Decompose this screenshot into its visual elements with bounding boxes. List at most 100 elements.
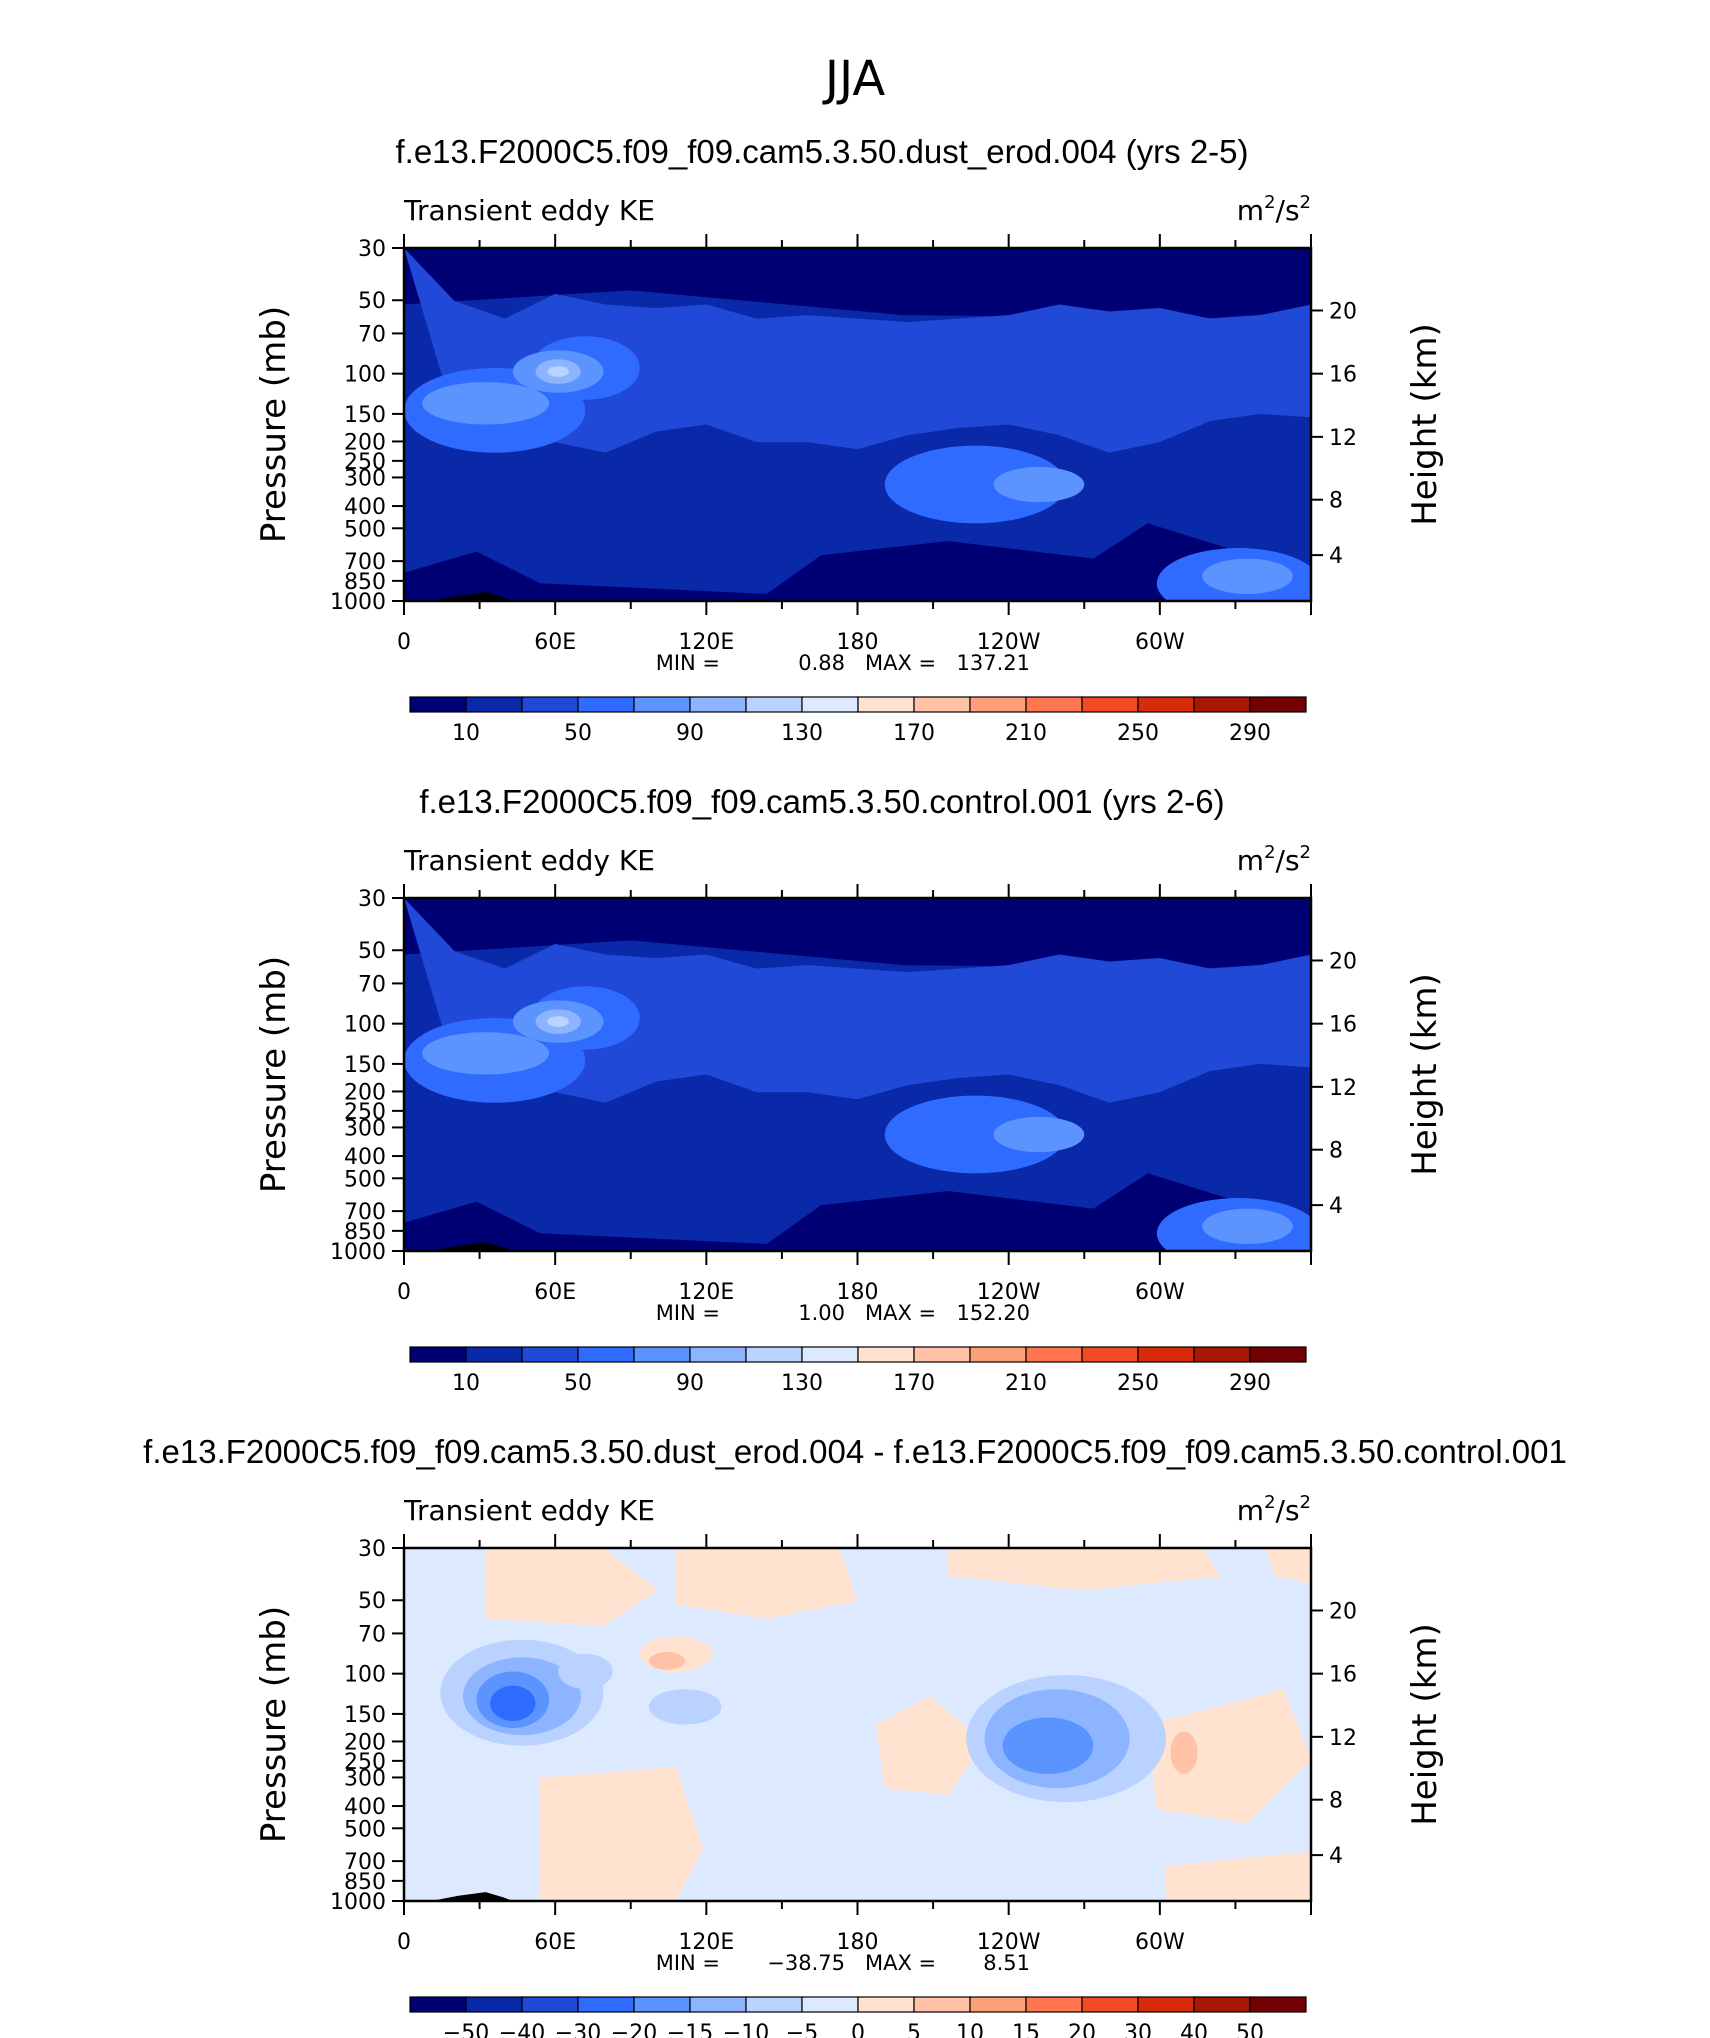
colorbar-swatch <box>1025 1346 1083 1363</box>
colorbar-label: 30 <box>1124 2021 1152 2038</box>
contour-region <box>404 898 1311 969</box>
x-tick-label: 60E <box>534 1930 576 1955</box>
colorbar-swatch <box>969 696 1027 713</box>
colorbar-swatch <box>1081 1346 1139 1363</box>
colorbar-swatch <box>857 696 915 713</box>
contour-region <box>547 1016 570 1027</box>
y-right-tick-label: 20 <box>1329 299 1357 324</box>
colorbar-swatch <box>465 1346 523 1363</box>
colorbar-label: −30 <box>555 2021 601 2038</box>
y-tick-label: 50 <box>358 1589 386 1614</box>
colorbar-label: 10 <box>956 2021 984 2038</box>
contour-region <box>875 1696 985 1796</box>
colorbar-swatch <box>969 1346 1027 1363</box>
colorbar-label: −5 <box>786 2021 818 2038</box>
variable-label: Transient eddy KE <box>403 1494 655 1527</box>
colorbar-swatch <box>913 1346 971 1363</box>
colorbar-swatch <box>577 696 635 713</box>
contour-region <box>993 466 1085 503</box>
x-tick-label: 60W <box>1135 1930 1185 1955</box>
variable-label: Transient eddy KE <box>403 194 655 227</box>
contour-region <box>648 1689 722 1725</box>
y-tick-label: 50 <box>358 289 386 314</box>
contour-region <box>1265 1548 1311 1584</box>
max-label: MAX = <box>865 651 936 675</box>
colorbar-swatch <box>1249 696 1307 713</box>
units-label: m2/s2 <box>1237 842 1311 877</box>
y-tick-label: 70 <box>358 972 386 997</box>
contour-region <box>1170 1731 1198 1774</box>
y-right-tick-label: 16 <box>1329 1013 1357 1038</box>
colorbar-label: −50 <box>443 2021 489 2038</box>
y-tick-label: 850 <box>344 1870 386 1895</box>
colorbar-swatch <box>1025 1996 1083 2013</box>
colorbar-label: 50 <box>1236 2021 1264 2038</box>
colorbar-label: 130 <box>781 721 823 746</box>
colorbar-label: 250 <box>1117 1371 1159 1396</box>
x-tick-label: 120W <box>977 1930 1041 1955</box>
y-tick-label: 200 <box>344 430 386 455</box>
colorbar-label: 210 <box>1005 721 1047 746</box>
y-right-tick-label: 16 <box>1329 1663 1357 1688</box>
colorbar-swatch <box>1081 1996 1139 2013</box>
y-tick-label: 200 <box>344 1080 386 1105</box>
x-tick-label: 60E <box>534 630 576 655</box>
y-axis-title: Pressure (mb) <box>254 956 294 1193</box>
y-tick-label: 400 <box>344 1145 386 1170</box>
colorbar-swatch <box>1193 1996 1251 2013</box>
colorbar-label: 170 <box>893 721 935 746</box>
x-tick-label: 120E <box>678 1280 734 1305</box>
colorbar-label: 90 <box>676 721 704 746</box>
contour-region <box>884 1095 1067 1174</box>
contour-region <box>404 248 1311 453</box>
contour-region <box>422 382 550 425</box>
y-tick-label: 200 <box>344 1730 386 1755</box>
x-tick-label: 0 <box>397 1930 411 1955</box>
colorbar-swatch <box>857 1996 915 2013</box>
contour-region <box>1202 1208 1293 1244</box>
topography <box>431 1242 513 1251</box>
x-tick-label: 60E <box>534 1280 576 1305</box>
contour-region <box>1202 558 1293 594</box>
x-tick-label: 0 <box>397 630 411 655</box>
colorbar-swatch <box>633 696 691 713</box>
max-label: MAX = <box>865 1951 936 1975</box>
contour-region <box>993 1116 1085 1153</box>
contour-region <box>648 1652 686 1670</box>
y-tick-label: 150 <box>344 1053 386 1078</box>
chart-panel-2: f.e13.F2000C5.f09_f09.cam5.3.50.control.… <box>254 783 1445 1396</box>
y-tick-label: 250 <box>344 1100 386 1125</box>
y-tick-label: 100 <box>344 1013 386 1038</box>
y-tick-label: 50 <box>358 939 386 964</box>
colorbar: −50 −40 −30 −20 −15 −10 −5 0 5 10 15 20 30 40 50 <box>409 1996 1307 2038</box>
colorbar-swatch <box>913 696 971 713</box>
colorbar-swatch <box>465 696 523 713</box>
y-tick-label: 300 <box>344 1116 386 1141</box>
colorbar: 10 50 90 130 170 210 250 290 <box>409 1346 1307 1396</box>
colorbar-label: 250 <box>1117 721 1159 746</box>
y-tick-label: 700 <box>344 1200 386 1225</box>
contour-region <box>422 1032 550 1075</box>
colorbar-swatch <box>577 1996 635 2013</box>
y-tick-label: 70 <box>358 1622 386 1647</box>
contour-region <box>404 1173 1311 1251</box>
panel-title: f.e13.F2000C5.f09_f09.cam5.3.50.dust_ero… <box>143 1433 1567 1470</box>
colorbar-swatch <box>1137 696 1195 713</box>
x-tick-label: 180 <box>837 1280 879 1305</box>
y-tick-label: 30 <box>358 887 386 912</box>
colorbar-label: 50 <box>564 1371 592 1396</box>
y-right-tick-label: 16 <box>1329 363 1357 388</box>
min-value: 0.88 <box>798 651 845 675</box>
contour-region <box>1002 1717 1094 1774</box>
colorbar-swatch <box>969 1996 1027 2013</box>
colorbar: 10 50 90 130 170 210 250 290 <box>409 696 1307 746</box>
max-label: MAX = <box>865 1301 936 1325</box>
y-tick-label: 850 <box>344 1220 386 1245</box>
min-value: −38.75 <box>767 1951 845 1975</box>
x-tick-label: 180 <box>837 630 879 655</box>
colorbar-swatch <box>1249 1346 1307 1363</box>
units-label: m2/s2 <box>1237 1492 1311 1527</box>
y-tick-label: 1000 <box>330 1890 386 1915</box>
shaded-field <box>404 1548 1311 1901</box>
y-tick-label: 100 <box>344 1663 386 1688</box>
